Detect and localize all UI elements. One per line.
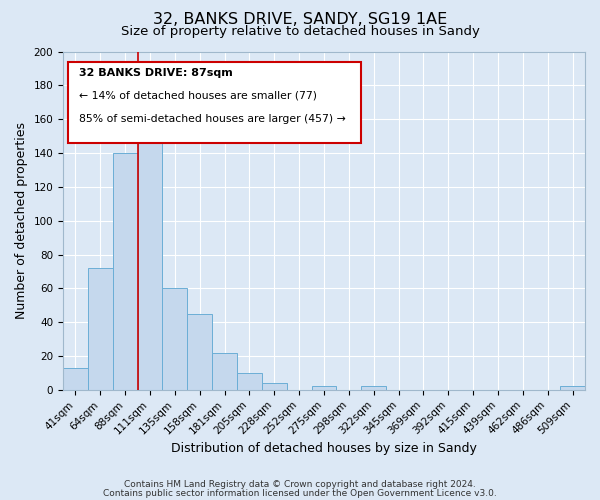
Y-axis label: Number of detached properties: Number of detached properties <box>15 122 28 319</box>
Bar <box>361 386 386 390</box>
Text: ← 14% of detached houses are smaller (77): ← 14% of detached houses are smaller (77… <box>79 90 317 101</box>
Bar <box>187 314 212 390</box>
Bar <box>163 288 187 390</box>
Text: Contains public sector information licensed under the Open Government Licence v3: Contains public sector information licen… <box>103 489 497 498</box>
Bar <box>311 386 337 390</box>
Bar <box>113 153 137 390</box>
Bar <box>560 386 585 390</box>
Text: Size of property relative to detached houses in Sandy: Size of property relative to detached ho… <box>121 25 479 38</box>
Text: 32, BANKS DRIVE, SANDY, SG19 1AE: 32, BANKS DRIVE, SANDY, SG19 1AE <box>153 12 447 28</box>
FancyBboxPatch shape <box>68 62 361 143</box>
Bar <box>262 383 287 390</box>
Bar <box>212 352 237 390</box>
Text: 85% of semi-detached houses are larger (457) →: 85% of semi-detached houses are larger (… <box>79 114 346 124</box>
Text: 32 BANKS DRIVE: 87sqm: 32 BANKS DRIVE: 87sqm <box>79 68 232 78</box>
Bar <box>63 368 88 390</box>
Bar <box>237 373 262 390</box>
Bar <box>137 110 163 390</box>
Text: Contains HM Land Registry data © Crown copyright and database right 2024.: Contains HM Land Registry data © Crown c… <box>124 480 476 489</box>
X-axis label: Distribution of detached houses by size in Sandy: Distribution of detached houses by size … <box>171 442 477 455</box>
Bar <box>88 268 113 390</box>
